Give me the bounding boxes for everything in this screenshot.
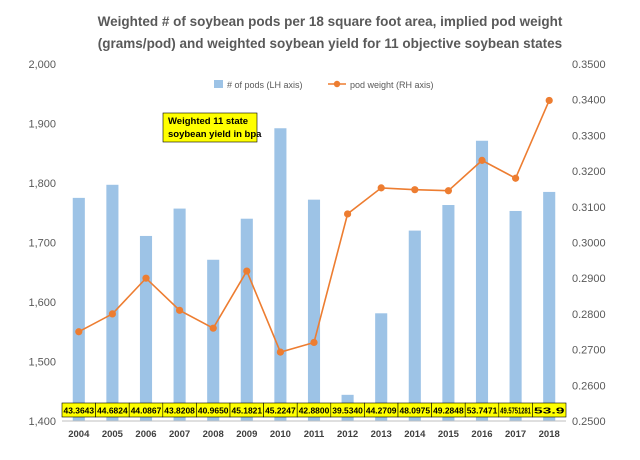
podweight-point xyxy=(344,210,352,218)
podweight-point xyxy=(176,306,184,314)
podweight-point xyxy=(478,156,486,164)
yield-label: 53.9 xyxy=(534,406,565,416)
podweight-point xyxy=(377,184,385,192)
yield-label: 49.2848 xyxy=(433,406,464,416)
x-tick-label: 2005 xyxy=(102,429,124,440)
yield-label: 44.6824 xyxy=(97,406,128,416)
x-tick-label: 2004 xyxy=(68,429,90,440)
right-tick-label: 0.3100 xyxy=(572,202,606,214)
podweight-point xyxy=(276,348,284,356)
podweight-point xyxy=(444,187,452,195)
yield-label: 40.9650 xyxy=(198,406,229,416)
yield-label: 43.3643 xyxy=(64,406,95,416)
chart-title: Weighted # of soybean pods per 18 square… xyxy=(98,14,563,51)
x-tick-label: 2015 xyxy=(438,429,460,440)
legend-swatch-pods xyxy=(214,80,223,88)
x-tick-label: 2006 xyxy=(135,429,156,440)
bar xyxy=(173,208,186,421)
right-tick-label: 0.2700 xyxy=(572,345,606,357)
left-tick-label: 2,000 xyxy=(28,59,56,71)
yield-label-box xyxy=(532,402,567,418)
left-tick-label: 1,700 xyxy=(28,238,56,250)
yield-label: 45.2247 xyxy=(265,406,296,416)
bar xyxy=(72,197,85,421)
bar xyxy=(240,218,253,421)
legend-swatch-podweight-marker xyxy=(333,80,341,88)
chart-title-line-2: (grams/pod) and weighted soybean yield f… xyxy=(98,36,562,51)
x-tick-label: 2011 xyxy=(304,429,325,440)
bar xyxy=(475,140,489,421)
yield-label: 42.8800 xyxy=(299,406,330,416)
x-tick-label: 2014 xyxy=(404,429,426,440)
bar xyxy=(139,235,153,421)
pods-bars xyxy=(72,128,556,421)
left-axis: 1,400 1,500 1,600 1,700 1,800 1,900 2,000 xyxy=(28,59,56,428)
yield-label: 44.0867 xyxy=(131,406,162,416)
podweight-point xyxy=(243,267,251,275)
x-tick-label: 2009 xyxy=(236,429,257,440)
chart-title-line-1: Weighted # of soybean pods per 18 square… xyxy=(98,14,563,29)
left-tick-label: 1,900 xyxy=(28,119,56,131)
yield-note-background xyxy=(162,112,258,143)
bar xyxy=(408,230,421,421)
bar xyxy=(274,128,287,421)
bar xyxy=(307,199,321,421)
legend-label-podweight: pod weight (RH axis) xyxy=(350,80,434,90)
yield-label: 43.8208 xyxy=(164,406,195,416)
yield-label: 49.5751281 xyxy=(500,406,531,416)
x-tick-label: 2018 xyxy=(539,429,560,440)
right-tick-label: 0.3400 xyxy=(572,95,606,107)
legend-label-pods: # of pods (LH axis) xyxy=(227,80,303,90)
right-tick-label: 0.2800 xyxy=(572,309,606,321)
bar xyxy=(106,184,119,421)
right-tick-label: 0.2500 xyxy=(572,416,606,428)
yield-note-box: Weighted 11 state soybean yield in bpa xyxy=(162,112,262,143)
right-tick-label: 0.2900 xyxy=(572,273,606,285)
bar xyxy=(509,210,522,421)
x-tick-label: 2016 xyxy=(471,429,492,440)
x-axis: 2004 2005 2006 2007 2008 2009 2010 2011 2012 2013… xyxy=(68,429,560,440)
x-tick-label: 2010 xyxy=(270,429,291,440)
podweight-point xyxy=(108,310,116,318)
yield-label: 44.2709 xyxy=(366,406,397,416)
podweight-point xyxy=(310,338,318,347)
right-axis: 0.2500 0.2600 0.2700 0.2800 0.2900 0.3000 0.31… xyxy=(572,59,606,428)
left-tick-label: 1,400 xyxy=(28,416,56,428)
yield-label: 53.7471 xyxy=(467,406,498,416)
bar xyxy=(375,313,388,421)
right-tick-label: 0.3300 xyxy=(572,130,606,142)
x-tick-label: 2008 xyxy=(203,429,224,440)
right-tick-label: 0.3000 xyxy=(572,238,606,250)
yield-labels: 43.3643 44.6824 44.0867 43.8208 40.9650 45.18… xyxy=(61,402,567,418)
x-tick-label: 2012 xyxy=(337,429,358,440)
podweight-point xyxy=(209,324,217,332)
podweight-point xyxy=(545,96,553,105)
podweight-point xyxy=(142,274,150,282)
yield-label: 45.1821 xyxy=(232,406,263,416)
legend: # of pods (LH axis) pod weight (RH axis) xyxy=(214,80,434,90)
podweight-point xyxy=(411,186,419,194)
x-tick-label: 2017 xyxy=(505,429,526,440)
bar xyxy=(543,191,556,421)
yield-note-line-1: Weighted 11 state xyxy=(168,116,248,127)
x-tick-label: 2007 xyxy=(169,429,190,440)
podweight-line-series xyxy=(75,96,553,356)
left-tick-label: 1,800 xyxy=(28,178,56,190)
bar xyxy=(207,259,220,421)
yield-note-line-2: soybean yield in bpa xyxy=(168,129,262,140)
podweight-point xyxy=(75,328,83,336)
left-tick-label: 1,600 xyxy=(28,297,56,309)
right-tick-label: 0.2600 xyxy=(572,380,606,392)
yield-label: 39.5340 xyxy=(332,406,363,416)
left-tick-label: 1,500 xyxy=(28,357,56,369)
yield-label: 48.0975 xyxy=(400,406,431,416)
x-tick-label: 2013 xyxy=(371,429,392,440)
right-tick-label: 0.3200 xyxy=(572,166,606,178)
podweight-point xyxy=(511,174,520,182)
bar xyxy=(442,205,455,421)
right-tick-label: 0.3500 xyxy=(572,59,606,71)
